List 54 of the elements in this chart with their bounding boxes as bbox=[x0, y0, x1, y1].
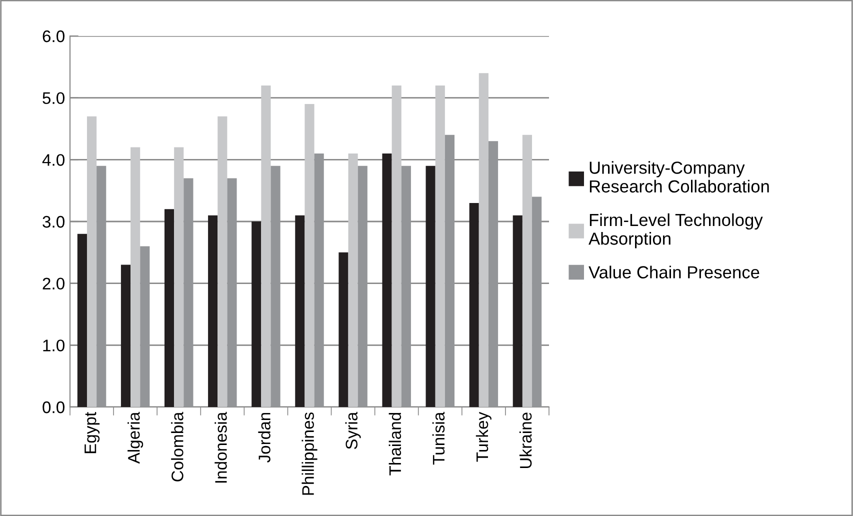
y-tick-label: 3.0 bbox=[42, 216, 64, 228]
bar bbox=[522, 134, 532, 407]
bar bbox=[77, 234, 87, 407]
x-tick-label: Egypt bbox=[84, 412, 100, 454]
bar bbox=[358, 166, 368, 407]
bar bbox=[218, 116, 228, 407]
bar bbox=[208, 215, 218, 407]
bar bbox=[444, 134, 455, 407]
x-tick-label: Syria bbox=[345, 412, 361, 450]
bar bbox=[532, 196, 542, 407]
legend-label: University-Company Research Collaboration bbox=[590, 161, 769, 193]
bar bbox=[184, 178, 194, 407]
x-tick-label: Ukraine bbox=[519, 412, 532, 468]
bar bbox=[435, 85, 445, 407]
y-tick-label: 6.0 bbox=[42, 30, 64, 42]
legend-label: Firm-Level Technology Absorption bbox=[588, 213, 763, 248]
bar bbox=[261, 85, 271, 407]
x-tick-label: Thailand bbox=[388, 412, 402, 476]
y-tick-label: 1.0 bbox=[43, 340, 64, 352]
bar bbox=[488, 141, 498, 407]
bar bbox=[304, 104, 314, 407]
x-tick-label: Colombia bbox=[171, 412, 184, 482]
bar bbox=[512, 215, 522, 407]
x-tick-label: Algeria bbox=[128, 412, 144, 464]
y-tick-label: 0.0 bbox=[42, 401, 64, 414]
bar bbox=[401, 166, 411, 407]
y-tick-label: 4.0 bbox=[42, 154, 64, 166]
x-tick-label: Phillippines bbox=[302, 412, 318, 495]
x-tick-label: Turkey bbox=[476, 412, 492, 462]
bar bbox=[478, 73, 488, 407]
x-tick-label: Jordan bbox=[258, 412, 270, 463]
bar bbox=[392, 85, 402, 407]
bar bbox=[252, 222, 262, 407]
bar bbox=[86, 116, 97, 407]
bar bbox=[469, 202, 479, 407]
bar bbox=[338, 252, 348, 407]
bar bbox=[120, 264, 131, 407]
bar bbox=[130, 147, 140, 407]
bar bbox=[227, 178, 237, 407]
y-tick-label: 5.0 bbox=[42, 92, 64, 104]
bar bbox=[314, 153, 324, 407]
bar bbox=[174, 147, 184, 407]
bar bbox=[426, 166, 436, 407]
y-tick-label: 2.0 bbox=[42, 278, 64, 290]
x-tick-label: Tunisia bbox=[432, 412, 445, 465]
bar bbox=[382, 153, 392, 407]
bar bbox=[140, 246, 150, 407]
bar bbox=[164, 209, 174, 407]
x-tick-label: Indonesia bbox=[214, 412, 227, 483]
bar bbox=[96, 166, 106, 407]
bar bbox=[348, 153, 358, 407]
legend-label: Value Chain Presence bbox=[588, 266, 760, 278]
bar bbox=[270, 166, 280, 407]
bar bbox=[295, 215, 305, 407]
